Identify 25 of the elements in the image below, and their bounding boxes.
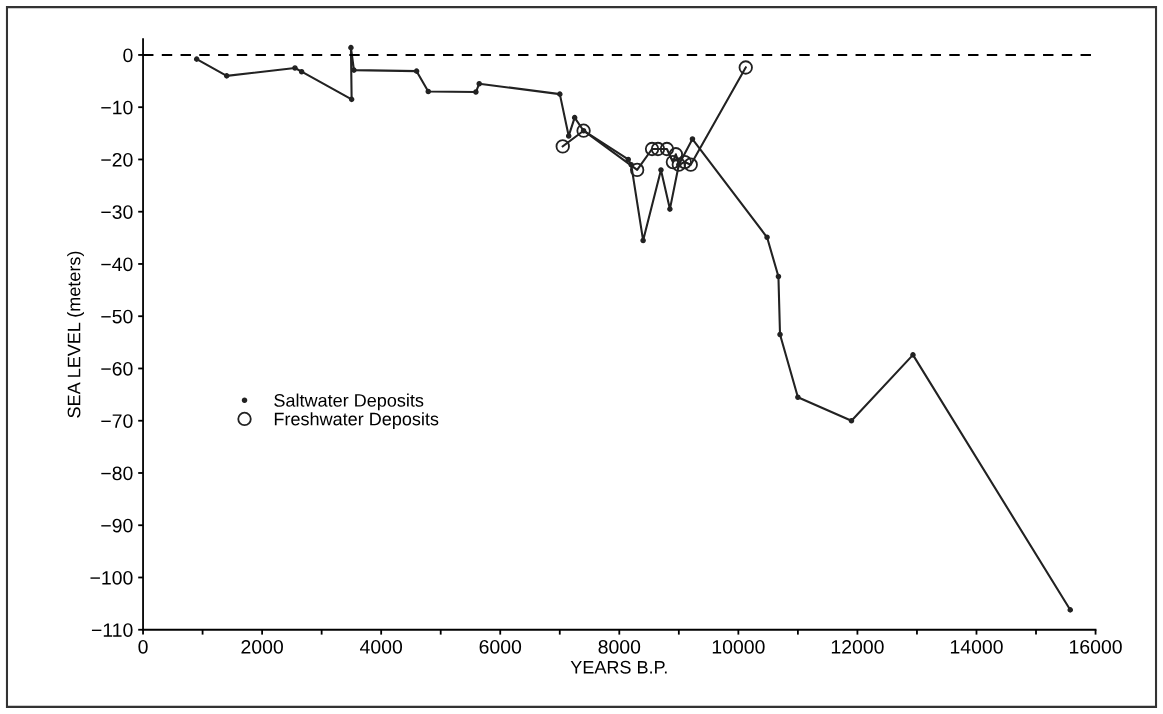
- y-tick-label: −10: [101, 100, 133, 115]
- x-tick-label: 2000: [241, 639, 283, 654]
- x-tick-label: 14000: [950, 639, 1003, 654]
- y-tick-label: −30: [101, 205, 133, 219]
- y-tick-label: −100: [90, 570, 133, 585]
- y-tick-label: −20: [101, 152, 133, 167]
- x-tick-label: 12000: [831, 639, 884, 654]
- y-tick-label: 0: [123, 48, 133, 63]
- y-tick-label: −40: [101, 257, 133, 272]
- legend-label: Saltwater Deposits: [274, 393, 424, 411]
- x-tick-label: 6000: [479, 639, 522, 654]
- y-tick-label: −90: [101, 518, 133, 533]
- x-tick-label: 4000: [359, 639, 403, 654]
- x-axis-title: YEARS B.P.: [570, 660, 667, 674]
- y-tick-label: −70: [101, 414, 133, 428]
- y-tick-label: −50: [101, 309, 133, 324]
- y-tick-label: −110: [91, 623, 133, 637]
- y-tick-label: −80: [101, 466, 133, 481]
- y-tick-label: −60: [101, 361, 133, 376]
- y-axis-title: SEA LEVEL (meters): [67, 251, 84, 418]
- x-tick-label: 8000: [598, 639, 641, 654]
- x-tick-label: 0: [138, 639, 148, 654]
- x-tick-label: 16000: [1070, 639, 1122, 654]
- legend-label: Freshwater Deposits: [274, 412, 439, 430]
- x-tick-label: 10000: [712, 639, 765, 654]
